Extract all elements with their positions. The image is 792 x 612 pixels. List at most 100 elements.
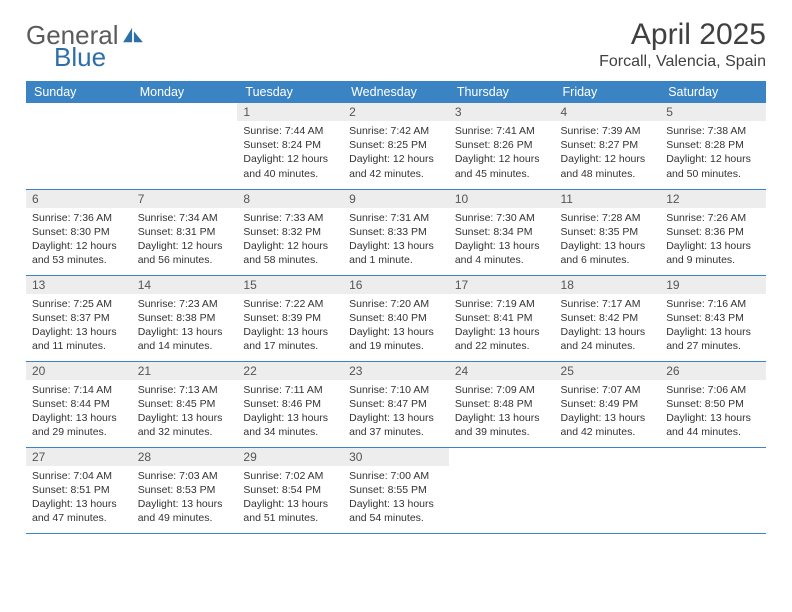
calendar-page: GeneralBlue April 2025 Forcall, Valencia…: [0, 0, 792, 552]
sunset-text: Sunset: 8:42 PM: [561, 311, 655, 325]
day-number: 23: [343, 362, 449, 380]
sunrise-text: Sunrise: 7:25 AM: [32, 297, 126, 311]
calendar-cell: 17Sunrise: 7:19 AMSunset: 8:41 PMDayligh…: [449, 275, 555, 361]
weekday-header: Wednesday: [343, 81, 449, 103]
day-details: Sunrise: 7:10 AMSunset: 8:47 PMDaylight:…: [343, 380, 449, 444]
calendar-table: SundayMondayTuesdayWednesdayThursdayFrid…: [26, 81, 766, 534]
sunrise-text: Sunrise: 7:22 AM: [243, 297, 337, 311]
daylight-text: Daylight: 13 hours and 6 minutes.: [561, 239, 655, 267]
day-number: 20: [26, 362, 132, 380]
day-number: 11: [555, 190, 661, 208]
daylight-text: Daylight: 12 hours and 50 minutes.: [666, 152, 760, 180]
sunrise-text: Sunrise: 7:04 AM: [32, 469, 126, 483]
sunset-text: Sunset: 8:32 PM: [243, 225, 337, 239]
calendar-cell: 29Sunrise: 7:02 AMSunset: 8:54 PMDayligh…: [237, 447, 343, 533]
daylight-text: Daylight: 13 hours and 34 minutes.: [243, 411, 337, 439]
day-number: 13: [26, 276, 132, 294]
daylight-text: Daylight: 13 hours and 49 minutes.: [138, 497, 232, 525]
sunrise-text: Sunrise: 7:23 AM: [138, 297, 232, 311]
day-details: Sunrise: 7:03 AMSunset: 8:53 PMDaylight:…: [132, 466, 238, 530]
daylight-text: Daylight: 13 hours and 27 minutes.: [666, 325, 760, 353]
sunrise-text: Sunrise: 7:16 AM: [666, 297, 760, 311]
calendar-cell: 2Sunrise: 7:42 AMSunset: 8:25 PMDaylight…: [343, 103, 449, 189]
calendar-cell: 11Sunrise: 7:28 AMSunset: 8:35 PMDayligh…: [555, 189, 661, 275]
sunrise-text: Sunrise: 7:42 AM: [349, 124, 443, 138]
sunset-text: Sunset: 8:26 PM: [455, 138, 549, 152]
sunset-text: Sunset: 8:25 PM: [349, 138, 443, 152]
daylight-text: Daylight: 13 hours and 54 minutes.: [349, 497, 443, 525]
calendar-cell: 24Sunrise: 7:09 AMSunset: 8:48 PMDayligh…: [449, 361, 555, 447]
day-details: Sunrise: 7:06 AMSunset: 8:50 PMDaylight:…: [660, 380, 766, 444]
day-details: Sunrise: 7:28 AMSunset: 8:35 PMDaylight:…: [555, 208, 661, 272]
calendar-cell: 4Sunrise: 7:39 AMSunset: 8:27 PMDaylight…: [555, 103, 661, 189]
day-details: Sunrise: 7:39 AMSunset: 8:27 PMDaylight:…: [555, 121, 661, 185]
calendar-cell: 7Sunrise: 7:34 AMSunset: 8:31 PMDaylight…: [132, 189, 238, 275]
sunrise-text: Sunrise: 7:30 AM: [455, 211, 549, 225]
daylight-text: Daylight: 12 hours and 48 minutes.: [561, 152, 655, 180]
page-header: GeneralBlue April 2025 Forcall, Valencia…: [26, 18, 766, 71]
day-details: Sunrise: 7:13 AMSunset: 8:45 PMDaylight:…: [132, 380, 238, 444]
day-number: 24: [449, 362, 555, 380]
day-details: Sunrise: 7:38 AMSunset: 8:28 PMDaylight:…: [660, 121, 766, 185]
daylight-text: Daylight: 13 hours and 19 minutes.: [349, 325, 443, 353]
daylight-text: Daylight: 13 hours and 9 minutes.: [666, 239, 760, 267]
sunrise-text: Sunrise: 7:10 AM: [349, 383, 443, 397]
day-number: 30: [343, 448, 449, 466]
daylight-text: Daylight: 12 hours and 45 minutes.: [455, 152, 549, 180]
sunset-text: Sunset: 8:40 PM: [349, 311, 443, 325]
sunset-text: Sunset: 8:27 PM: [561, 138, 655, 152]
calendar-cell: 25Sunrise: 7:07 AMSunset: 8:49 PMDayligh…: [555, 361, 661, 447]
sunrise-text: Sunrise: 7:03 AM: [138, 469, 232, 483]
day-details: Sunrise: 7:14 AMSunset: 8:44 PMDaylight:…: [26, 380, 132, 444]
calendar-cell: 16Sunrise: 7:20 AMSunset: 8:40 PMDayligh…: [343, 275, 449, 361]
sunrise-text: Sunrise: 7:39 AM: [561, 124, 655, 138]
calendar-cell: [660, 447, 766, 533]
day-details: Sunrise: 7:30 AMSunset: 8:34 PMDaylight:…: [449, 208, 555, 272]
calendar-cell: 10Sunrise: 7:30 AMSunset: 8:34 PMDayligh…: [449, 189, 555, 275]
sunset-text: Sunset: 8:41 PM: [455, 311, 549, 325]
calendar-cell: 3Sunrise: 7:41 AMSunset: 8:26 PMDaylight…: [449, 103, 555, 189]
calendar-cell: [555, 447, 661, 533]
day-number: 18: [555, 276, 661, 294]
day-details: Sunrise: 7:22 AMSunset: 8:39 PMDaylight:…: [237, 294, 343, 358]
weekday-header: Friday: [555, 81, 661, 103]
calendar-week-row: 6Sunrise: 7:36 AMSunset: 8:30 PMDaylight…: [26, 189, 766, 275]
sunset-text: Sunset: 8:34 PM: [455, 225, 549, 239]
day-details: Sunrise: 7:11 AMSunset: 8:46 PMDaylight:…: [237, 380, 343, 444]
calendar-cell: 14Sunrise: 7:23 AMSunset: 8:38 PMDayligh…: [132, 275, 238, 361]
sunset-text: Sunset: 8:54 PM: [243, 483, 337, 497]
sunset-text: Sunset: 8:43 PM: [666, 311, 760, 325]
day-number: 7: [132, 190, 238, 208]
sunrise-text: Sunrise: 7:41 AM: [455, 124, 549, 138]
day-details: Sunrise: 7:34 AMSunset: 8:31 PMDaylight:…: [132, 208, 238, 272]
day-number: 5: [660, 103, 766, 121]
sunset-text: Sunset: 8:30 PM: [32, 225, 126, 239]
sunset-text: Sunset: 8:46 PM: [243, 397, 337, 411]
day-number: 17: [449, 276, 555, 294]
sunrise-text: Sunrise: 7:19 AM: [455, 297, 549, 311]
calendar-cell: 15Sunrise: 7:22 AMSunset: 8:39 PMDayligh…: [237, 275, 343, 361]
day-number: 15: [237, 276, 343, 294]
calendar-cell: [26, 103, 132, 189]
daylight-text: Daylight: 12 hours and 56 minutes.: [138, 239, 232, 267]
day-number: 1: [237, 103, 343, 121]
day-number: 8: [237, 190, 343, 208]
day-details: Sunrise: 7:09 AMSunset: 8:48 PMDaylight:…: [449, 380, 555, 444]
sunrise-text: Sunrise: 7:26 AM: [666, 211, 760, 225]
sunrise-text: Sunrise: 7:00 AM: [349, 469, 443, 483]
sunrise-text: Sunrise: 7:44 AM: [243, 124, 337, 138]
day-number: 6: [26, 190, 132, 208]
calendar-cell: 1Sunrise: 7:44 AMSunset: 8:24 PMDaylight…: [237, 103, 343, 189]
daylight-text: Daylight: 12 hours and 42 minutes.: [349, 152, 443, 180]
daylight-text: Daylight: 13 hours and 4 minutes.: [455, 239, 549, 267]
day-details: Sunrise: 7:16 AMSunset: 8:43 PMDaylight:…: [660, 294, 766, 358]
sunset-text: Sunset: 8:53 PM: [138, 483, 232, 497]
sunset-text: Sunset: 8:45 PM: [138, 397, 232, 411]
sunset-text: Sunset: 8:51 PM: [32, 483, 126, 497]
calendar-week-row: 1Sunrise: 7:44 AMSunset: 8:24 PMDaylight…: [26, 103, 766, 189]
calendar-cell: 26Sunrise: 7:06 AMSunset: 8:50 PMDayligh…: [660, 361, 766, 447]
sunrise-text: Sunrise: 7:07 AM: [561, 383, 655, 397]
calendar-week-row: 27Sunrise: 7:04 AMSunset: 8:51 PMDayligh…: [26, 447, 766, 533]
calendar-cell: 19Sunrise: 7:16 AMSunset: 8:43 PMDayligh…: [660, 275, 766, 361]
calendar-cell: 8Sunrise: 7:33 AMSunset: 8:32 PMDaylight…: [237, 189, 343, 275]
